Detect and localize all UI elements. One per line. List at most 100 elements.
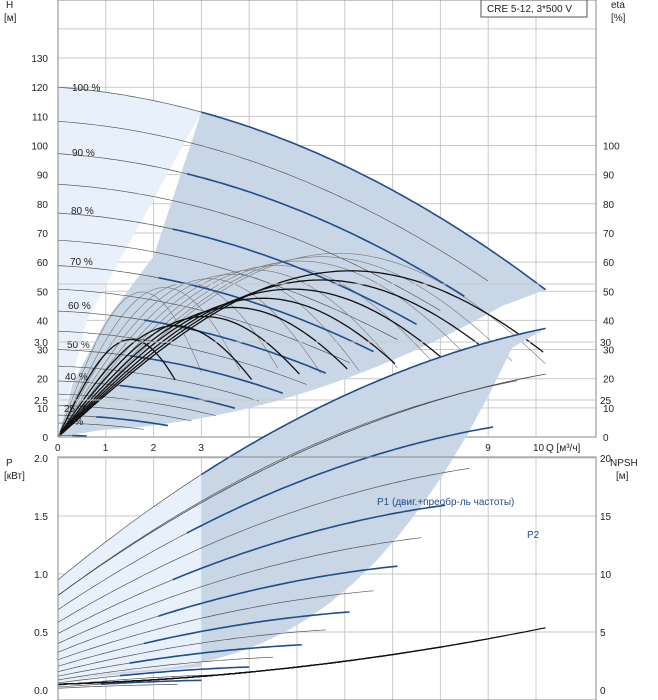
- power-curve-thin: [57, 537, 422, 644]
- npsh-y-tick-label: 5: [600, 628, 606, 639]
- head-fills: [58, 87, 546, 437]
- head-x-tick-label: 9: [485, 443, 491, 454]
- npsh-axis-label: NPSH: [610, 458, 638, 469]
- power-operating-area: [72, 328, 546, 679]
- power-y-tick-label: 2.5: [34, 396, 48, 407]
- eta-y-tick-label: 100: [603, 142, 620, 153]
- npsh-y-tick-label: 20: [600, 454, 612, 465]
- head-curve-intermediate: [57, 365, 259, 402]
- head-x-tick-label: 3: [198, 443, 204, 454]
- model-label-box: [480, 0, 588, 18]
- power-y-tick-label: 0.5: [34, 628, 48, 639]
- power-y-tick-label: 2.0: [34, 454, 48, 465]
- power-curve-speed: [100, 679, 202, 685]
- head-y-tick-label: 20: [37, 375, 49, 386]
- speed-label: 80 %: [71, 206, 94, 217]
- p2-curve: [57, 373, 546, 596]
- efficiency-curve-thin: [57, 291, 202, 438]
- head-curve-intermediate: [57, 393, 216, 416]
- extended-operating-area: [58, 87, 202, 437]
- power-y-tick-label: 1.5: [34, 512, 48, 523]
- power-y-tick-label: 1.0: [34, 570, 48, 581]
- eta-axis-label: eta: [611, 0, 625, 11]
- efficiency-curve: [59, 270, 544, 436]
- speed-label: 60 %: [68, 301, 91, 312]
- eta-y-tick-label: 40: [603, 316, 615, 327]
- head-x-tick-label: 1: [103, 443, 109, 454]
- power-curve-thin: [57, 656, 274, 681]
- npsh-y-tick-label: 0: [600, 686, 606, 697]
- power-axis-label: P: [6, 458, 13, 469]
- head-axis-label: H: [6, 0, 13, 11]
- power-fills: [58, 328, 546, 685]
- power-y-tick-label: 0.0: [34, 686, 48, 697]
- head-curves: [57, 86, 547, 438]
- eta-y-tick-label: 10: [603, 404, 615, 415]
- efficiency-curve: [59, 315, 300, 435]
- head-y-tick-label: 120: [31, 83, 48, 94]
- efficiency-curve-thin: [57, 273, 360, 438]
- power-curve-speed: [200, 327, 546, 476]
- p2-series-label: P2: [527, 530, 540, 541]
- power-curve-thin: [57, 380, 517, 596]
- eta-y-tick-label: 50: [603, 287, 615, 298]
- efficiency-curve-thin: [57, 260, 475, 438]
- speed-label: 40 %: [65, 372, 88, 383]
- eta-axis-unit: [%]: [611, 13, 626, 24]
- head-y-tick-label: 130: [31, 54, 48, 65]
- efficiency-curve: [59, 279, 496, 436]
- head-y-tick-label: 60: [37, 258, 49, 269]
- power-curve-speed: [120, 666, 250, 677]
- power-extended-area: [58, 474, 202, 685]
- head-x-tick-label: 0: [55, 443, 61, 454]
- npsh-y-tick-label: 25: [600, 396, 612, 407]
- power-curve-speed: [186, 426, 494, 534]
- head-y-tick-label: 0: [42, 433, 48, 444]
- head-curve-intermediate: [57, 121, 489, 282]
- speed-labels: 100 % 90 % 80 % 70 % 60 % 50 % 40 % 25 % 7 %: [64, 83, 100, 428]
- head-curve-speed: [172, 228, 417, 325]
- operating-area: [58, 112, 546, 437]
- head-curve-speed: [72, 434, 87, 437]
- npsh-y-tick-label: 10: [600, 570, 612, 581]
- speed-label: 7 %: [66, 417, 83, 428]
- head-curve-intermediate: [57, 184, 441, 311]
- npsh-axis-unit: [м]: [616, 471, 629, 482]
- head-y-tick-label: 90: [37, 171, 49, 182]
- head-x-tick-label: 10: [533, 443, 545, 454]
- power-curve-thin: [57, 590, 374, 661]
- power-axis-unit: [кВт]: [4, 471, 25, 482]
- efficiency-curve-thin: [57, 256, 513, 438]
- power-plot-frame: [57, 456, 597, 700]
- power-curve-thin: [57, 468, 470, 623]
- head-x-axis-label: Q [м³/ч]: [546, 443, 581, 454]
- model-label: CRE 5-12, 3*500 V: [487, 4, 572, 15]
- head-curve-speed: [201, 111, 547, 291]
- efficiency-curve-thin: [57, 269, 398, 438]
- head-y-tick-label: 100: [31, 142, 48, 153]
- head-axis-unit: [м]: [4, 13, 17, 24]
- head-y-tick-label: 30: [37, 346, 49, 357]
- efficiency-curve-thin: [57, 287, 240, 438]
- efficiency-curve: [59, 288, 449, 436]
- power-curve-speed: [172, 504, 446, 581]
- head-y-tick-label: 110: [32, 112, 48, 123]
- head-y-tick-label: 40: [37, 316, 49, 327]
- power-curve-thin: [57, 629, 326, 673]
- npsh-curve: [57, 671, 250, 685]
- eta-y-tick-label: 0: [603, 433, 609, 444]
- head-y-tick-label: 70: [37, 229, 49, 240]
- head-curve-speed: [96, 416, 169, 427]
- efficiency-curve-thin: [57, 282, 279, 438]
- p1-series-label: P1 (двиг.+преобр-ль частоты): [377, 496, 514, 508]
- head-x-tick-label: 2: [151, 443, 157, 454]
- npsh-y-tick-label: 30: [600, 338, 612, 349]
- head-curve-speed: [120, 384, 236, 409]
- head-curve-speed: [158, 277, 374, 353]
- power-curves: [57, 327, 546, 689]
- head-y-tick-label: 80: [37, 200, 49, 211]
- head-curve-speed: [186, 173, 465, 297]
